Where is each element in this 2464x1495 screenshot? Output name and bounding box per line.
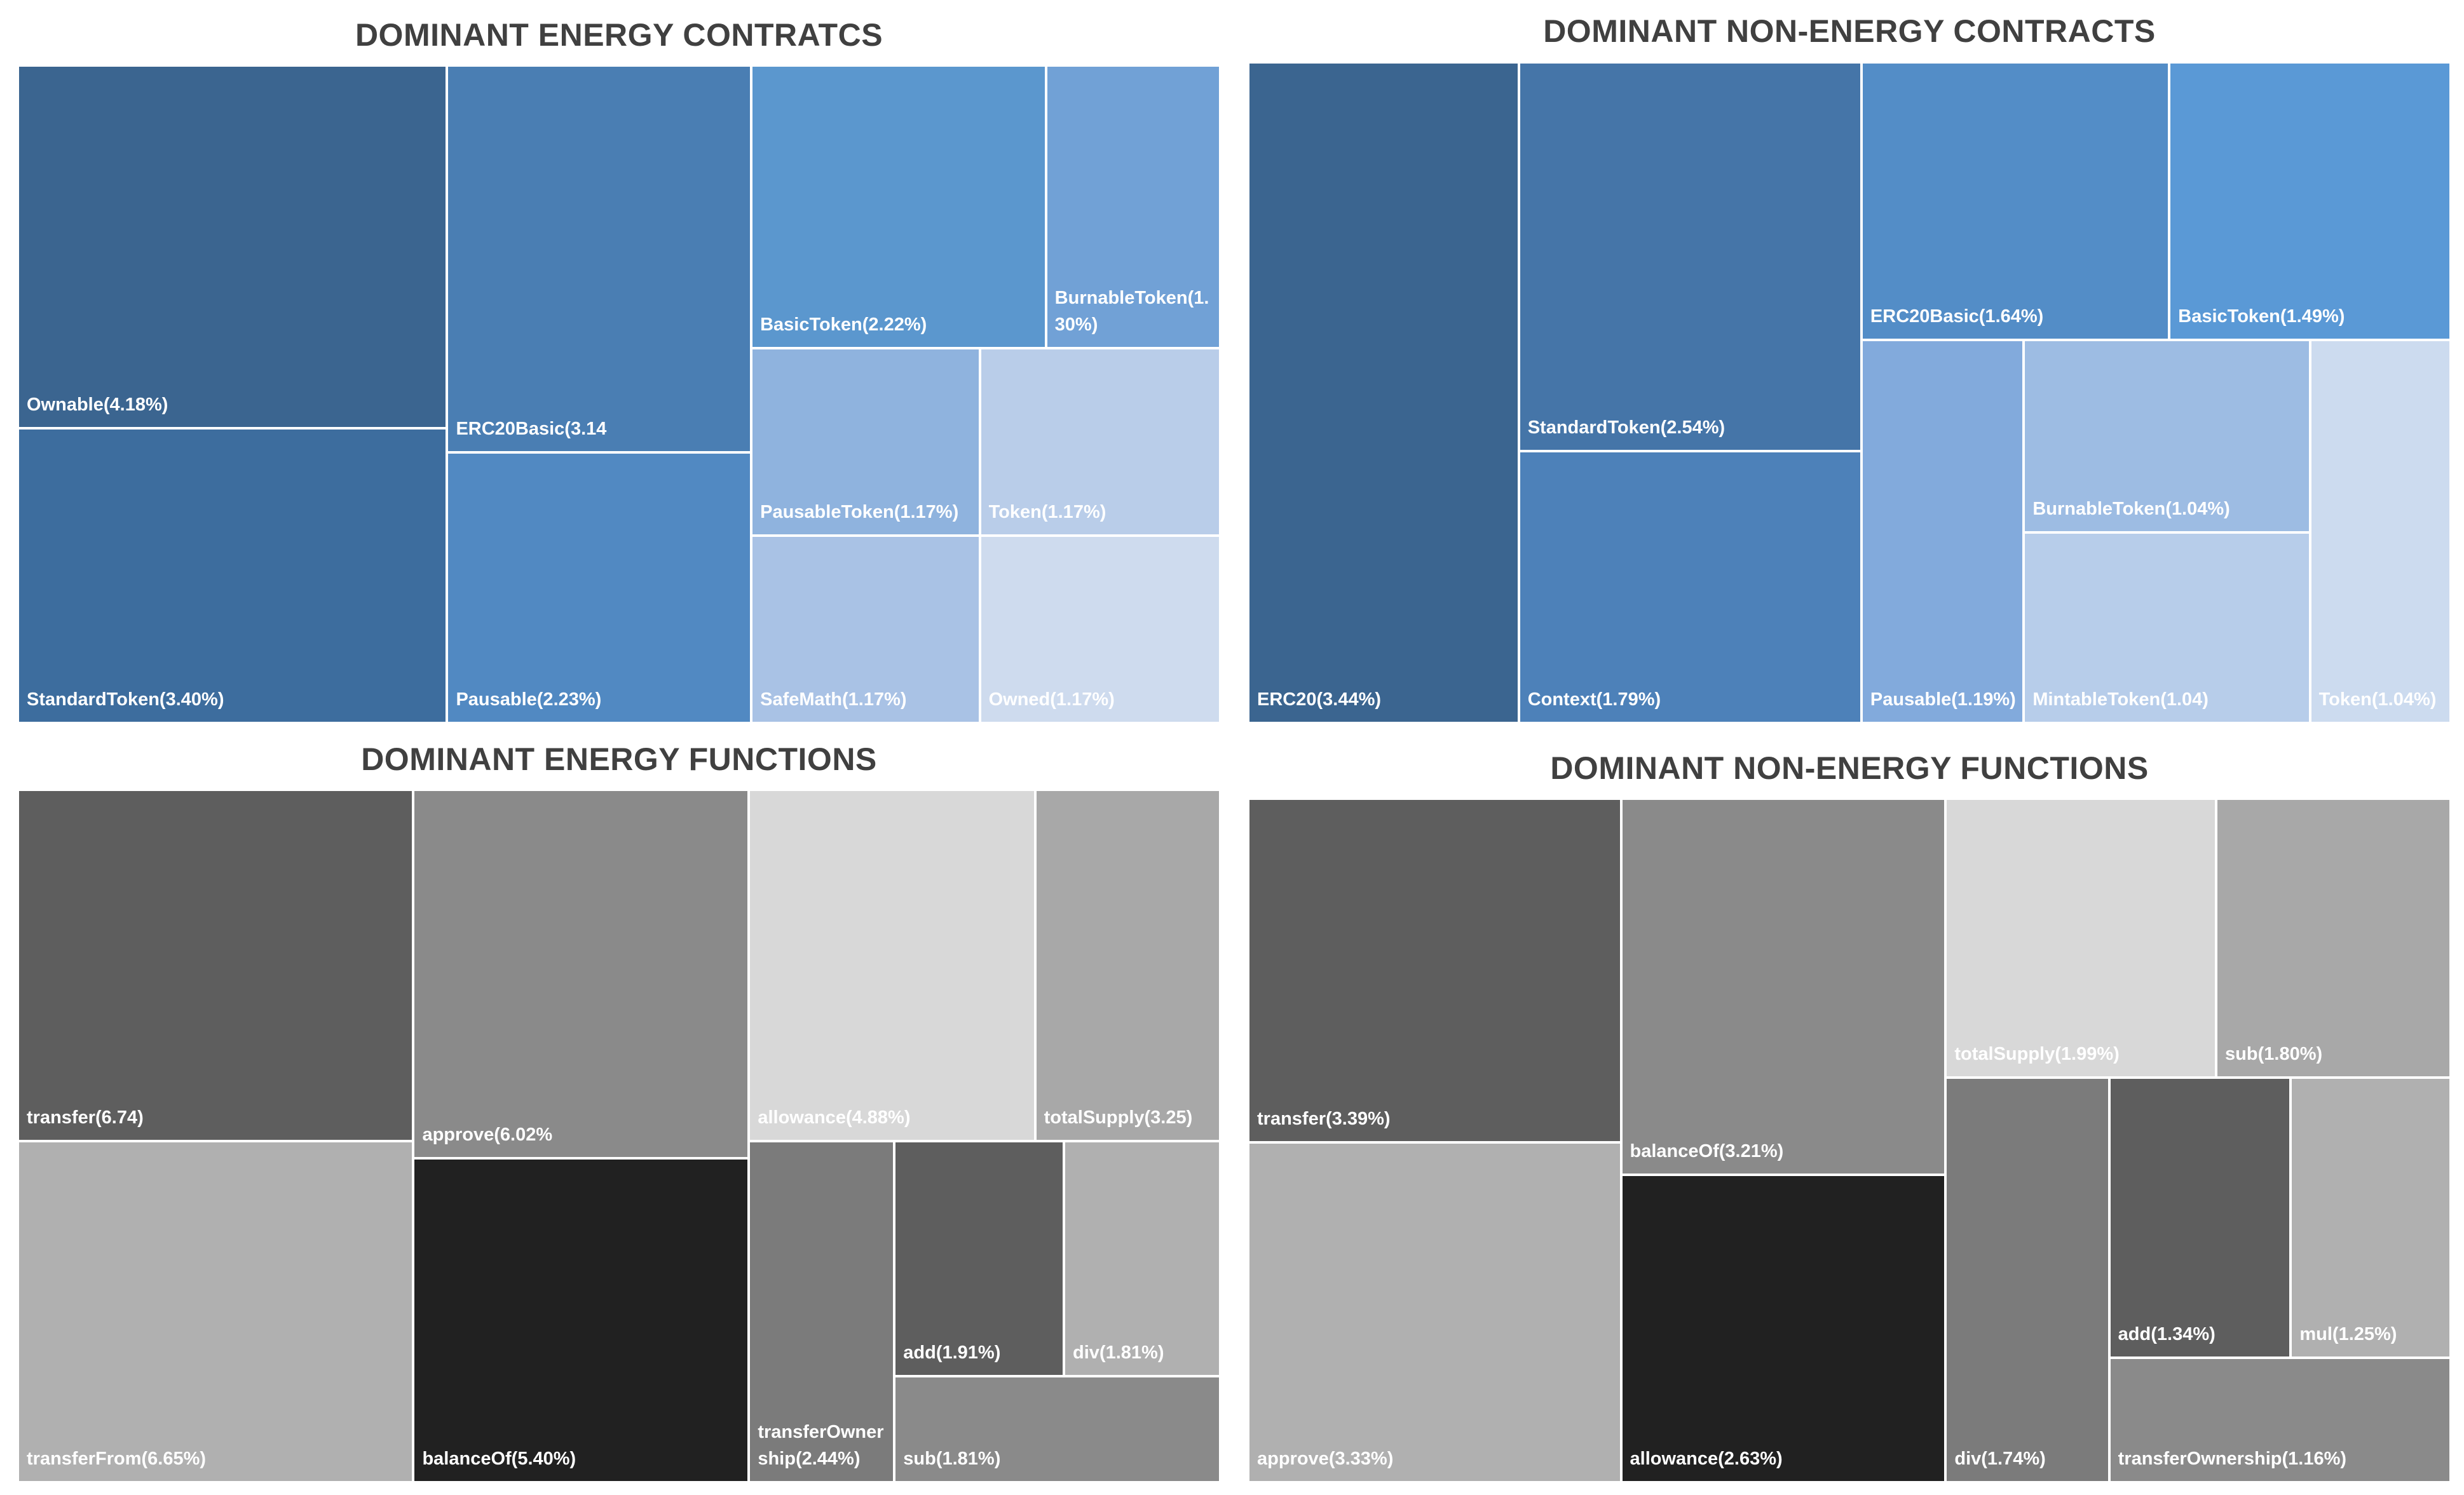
tile-label: div(1.81%) <box>1073 1343 1164 1363</box>
tile-label: allowance(4.88%) <box>758 1107 911 1128</box>
treemap-tile-allowance: allowance(2.63%) <box>1621 1174 1946 1482</box>
treemap-tile-token: Token(1.17%) <box>979 348 1220 536</box>
tile-label: Token(1.04%) <box>2318 689 2437 710</box>
tile-label: mul(1.25%) <box>2299 1324 2397 1345</box>
tile-label: ERC20Basic(3.14 <box>456 418 607 439</box>
tile-label: BasicToken(2.22%) <box>760 315 927 335</box>
tile-label: sub(1.80%) <box>2225 1044 2323 1064</box>
tile-label: balanceOf(5.40%) <box>422 1448 576 1469</box>
treemap-tile-totalsupply: totalSupply(1.99%) <box>1945 799 2217 1078</box>
tile-label: approve(3.33%) <box>1257 1448 1394 1469</box>
treemap-tile-transferownership: transferOwnership(1.16%) <box>2109 1358 2451 1482</box>
tile-label: allowance(2.63%) <box>1630 1448 1783 1469</box>
tile-label: Owned(1.17%) <box>988 689 1115 710</box>
energy-functions-treemap: transfer(6.74) transferFrom(6.65%) approve… <box>18 790 1220 1482</box>
treemap-tile-erc20: ERC20(3.44%) <box>1248 62 1519 723</box>
tile-label: PausableToken(1.17%) <box>760 502 959 523</box>
treemap-tile-transfer: transfer(3.39%) <box>1248 799 1621 1143</box>
non-energy-functions-title: DOMINANT NON-ENERGY FUNCTIONS <box>1550 750 2149 786</box>
treemap-tile-pausable: Pausable(1.19%) <box>1861 339 2024 723</box>
treemap-tile-owned: Owned(1.17%) <box>979 536 1220 723</box>
treemap-tile-pausabletoken: PausableToken(1.17%) <box>751 348 980 536</box>
treemap-tile-standardtoken: StandardToken(2.54%) <box>1518 62 1862 451</box>
energy-functions-title: DOMINANT ENERGY FUNCTIONS <box>361 741 877 777</box>
tile-label: SafeMath(1.17%) <box>760 689 907 710</box>
tile-label: StandardToken(3.40%) <box>27 689 224 710</box>
tile-label: div(1.74%) <box>1954 1448 2046 1469</box>
treemap-tile-erc20basic: ERC20Basic(1.64%) <box>1861 62 2170 340</box>
tile-label: BurnableToken(1.30%) <box>1054 288 1209 335</box>
tile-label: ERC20(3.44%) <box>1257 689 1382 710</box>
treemap-tile-basictoken: BasicToken(1.49%) <box>2169 62 2451 340</box>
energy-contracts-title: DOMINANT ENERGY CONTRATCS <box>355 17 883 53</box>
treemap-tile-standardtoken: StandardToken(3.40%) <box>18 428 447 723</box>
tile-label: Pausable(2.23%) <box>456 689 602 710</box>
tile-label: transfer(6.74) <box>27 1107 144 1128</box>
treemap-tile-token: Token(1.04%) <box>2310 339 2451 723</box>
treemap-tile-approve: approve(6.02% <box>413 790 749 1158</box>
treemap-tile-mintabletoken: MintableToken(1.04) <box>2024 532 2310 723</box>
treemap-tile-safemath: SafeMath(1.17%) <box>751 536 980 723</box>
tile-label: BasicToken(1.49%) <box>2178 306 2345 327</box>
treemap-tile-transferownership: transferOwnership(2.44%) <box>749 1140 895 1482</box>
tile-label: Token(1.17%) <box>988 502 1106 523</box>
treemap-tile-burnabletoken: BurnableToken(1.04%) <box>2024 339 2310 533</box>
treemap-tile-mul: mul(1.25%) <box>2290 1078 2451 1358</box>
tile-label: totalSupply(1.99%) <box>1954 1044 2120 1064</box>
tile-label: add(1.91%) <box>903 1343 1001 1363</box>
tile-label: balanceOf(3.21%) <box>1630 1140 1784 1161</box>
treemap-tile-transferfrom: transferFrom(6.65%) <box>18 1140 414 1482</box>
treemap-tile-ownable: Ownable(4.18%) <box>18 65 447 429</box>
treemap-tile-approve: approve(3.33%) <box>1248 1142 1621 1482</box>
treemap-tile-sub: sub(1.81%) <box>894 1376 1220 1482</box>
treemap-tile-basictoken: BasicToken(2.22%) <box>751 65 1046 349</box>
treemap-tile-add: add(1.34%) <box>2109 1078 2291 1358</box>
non-energy-contracts-treemap: ERC20(3.44%) StandardToken(2.54%) Context(… <box>1248 62 2451 723</box>
tile-label: transferOwnership(1.16%) <box>2118 1448 2347 1469</box>
treemap-tile-div: div(1.81%) <box>1064 1140 1220 1377</box>
treemap-tile-sub: sub(1.80%) <box>2216 799 2451 1078</box>
treemap-tile-context: Context(1.79%) <box>1518 450 1862 723</box>
treemap-tile-burnabletoken: BurnableToken(1.30%) <box>1045 65 1220 349</box>
treemap-tile-add: add(1.91%) <box>894 1140 1065 1377</box>
tile-label: StandardToken(2.54%) <box>1527 417 1725 438</box>
non-energy-functions-treemap: transfer(3.39%) approve(3.33%) balanceOf(3… <box>1248 799 2451 1482</box>
tile-label: BurnableToken(1.04%) <box>2032 499 2230 520</box>
tile-label: Ownable(4.18%) <box>27 395 168 416</box>
tile-label: approve(6.02% <box>422 1124 553 1145</box>
treemap-tile-balanceof: balanceOf(3.21%) <box>1621 799 1946 1175</box>
tile-label: Context(1.79%) <box>1527 689 1661 710</box>
tile-label: transfer(3.39%) <box>1257 1109 1391 1130</box>
tile-label: sub(1.81%) <box>903 1448 1001 1469</box>
energy-contracts-treemap: Ownable(4.18%) StandardToken(3.40%) ERC20B… <box>18 65 1220 723</box>
non-energy-contracts-title: DOMINANT NON-ENERGY CONTRACTS <box>1543 13 2156 49</box>
tile-label: transferOwnership(2.44%) <box>758 1421 884 1469</box>
treemap-tile-balanceof: balanceOf(5.40%) <box>413 1158 749 1482</box>
tile-label: add(1.34%) <box>2118 1324 2216 1345</box>
treemap-tile-erc20basic: ERC20Basic(3.14 <box>447 65 752 452</box>
tile-label: MintableToken(1.04) <box>2032 689 2209 710</box>
treemap-tile-pausable: Pausable(2.23%) <box>447 452 752 723</box>
treemap-tile-transfer: transfer(6.74) <box>18 790 414 1141</box>
tile-label: totalSupply(3.25) <box>1044 1107 1193 1128</box>
treemap-tile-totalsupply: totalSupply(3.25) <box>1035 790 1220 1141</box>
tile-label: transferFrom(6.65%) <box>27 1448 207 1469</box>
treemap-tile-div: div(1.74%) <box>1945 1078 2109 1482</box>
treemap-tile-allowance: allowance(4.88%) <box>749 790 1035 1141</box>
tile-label: Pausable(1.19%) <box>1870 689 2016 710</box>
tile-label: ERC20Basic(1.64%) <box>1870 306 2044 327</box>
